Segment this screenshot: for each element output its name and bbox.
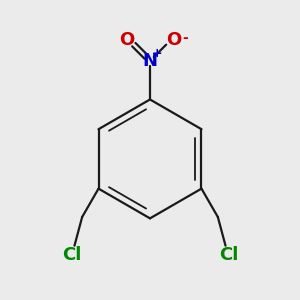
Text: -: - [182, 31, 188, 45]
Text: O: O [119, 31, 134, 49]
Text: Cl: Cl [219, 246, 238, 264]
Text: +: + [152, 47, 162, 60]
Text: O: O [166, 31, 181, 49]
Text: Cl: Cl [62, 246, 81, 264]
Text: N: N [142, 52, 158, 70]
